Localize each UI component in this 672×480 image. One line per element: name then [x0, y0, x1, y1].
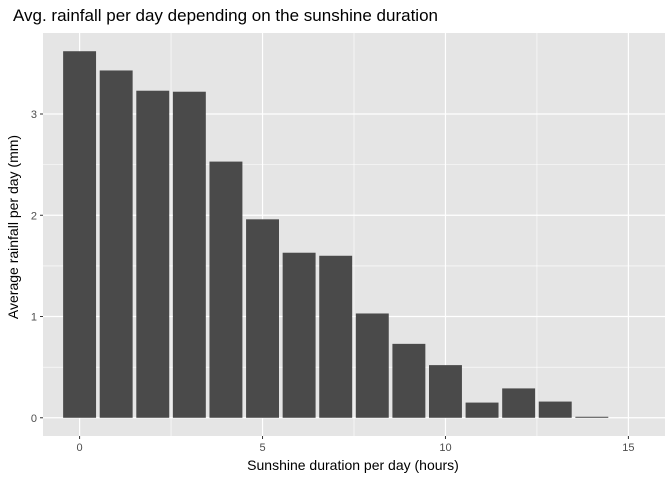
bar [355, 313, 389, 418]
bar [575, 416, 609, 418]
bar [319, 255, 353, 418]
bar [538, 401, 572, 418]
x-tick-label: 10 [439, 442, 451, 454]
y-tick-label: 3 [31, 109, 37, 121]
bar [429, 365, 462, 418]
x-tick-label: 0 [77, 442, 83, 454]
bar [502, 388, 536, 418]
x-axis-title: Sunshine duration per day (hours) [247, 457, 459, 473]
bars [63, 51, 609, 418]
bar [172, 91, 206, 418]
x-tick-label: 5 [259, 442, 265, 454]
bar [392, 343, 426, 418]
x-axis: 0 5 10 15 [77, 436, 635, 454]
y-axis: 0 1 2 3 [31, 109, 43, 425]
bar [246, 219, 279, 418]
chart-title: Avg. rainfall per day depending on the s… [13, 6, 438, 25]
x-tick-label: 15 [622, 442, 634, 454]
y-tick-label: 1 [31, 312, 37, 324]
y-tick-label: 0 [31, 413, 37, 425]
y-tick-label: 2 [31, 210, 37, 222]
bar [99, 70, 133, 418]
bar [282, 252, 316, 418]
bar [136, 90, 170, 418]
bar [209, 161, 243, 418]
bar [465, 402, 499, 418]
y-axis-title: Average rainfall per day (mm) [5, 135, 21, 319]
bar [63, 51, 97, 418]
